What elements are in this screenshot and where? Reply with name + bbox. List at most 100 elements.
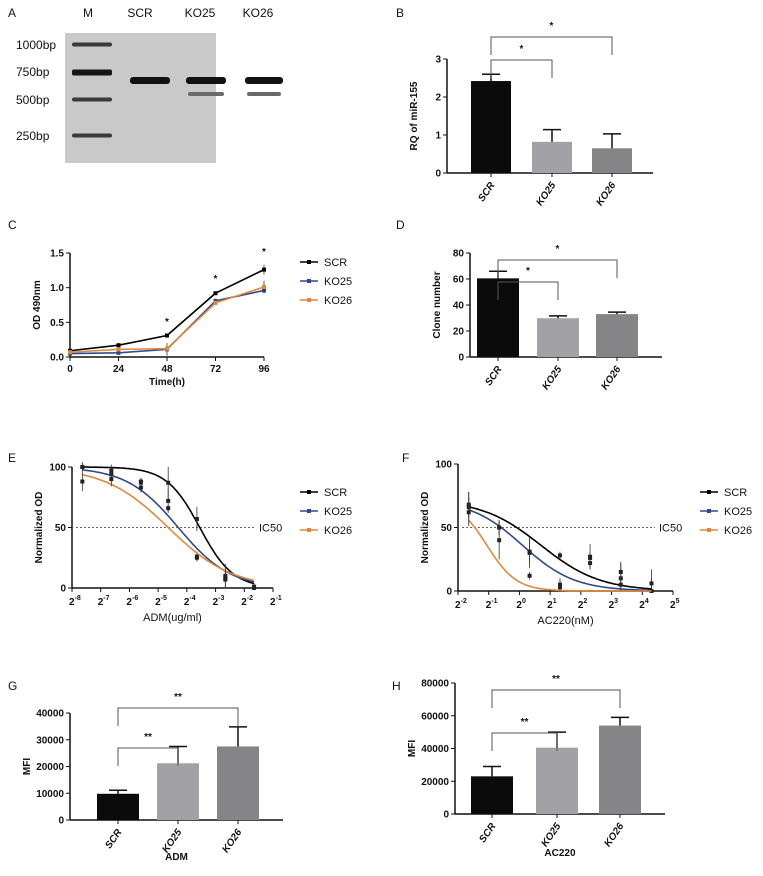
- category-label: KO25: [540, 364, 564, 392]
- x-tick-label: 21: [547, 598, 557, 611]
- fit-curve-scr: [468, 506, 652, 590]
- x-tick-label: 2-3: [213, 595, 225, 608]
- legend-marker: [307, 528, 311, 532]
- panel-label: G: [8, 679, 17, 693]
- y-tick-label: 0: [435, 169, 441, 180]
- panel-label: E: [8, 451, 16, 465]
- significance-label: *: [214, 274, 218, 285]
- panel-h: H 0 20000 40000 60000 80000 MFI SCR KO25 KO26 ** **…: [392, 674, 665, 859]
- y-tick-label: 10000: [36, 789, 64, 800]
- ic50-label: IC50: [659, 523, 682, 535]
- x-tick-label: 72: [210, 364, 222, 375]
- data-point: [194, 517, 199, 522]
- y-tick-label: 0.5: [50, 318, 64, 329]
- ic50-label: IC50: [259, 523, 282, 535]
- tick-base: 2: [213, 597, 219, 608]
- tick-base: 2: [270, 597, 276, 608]
- panel-label: A: [8, 6, 16, 20]
- significance-label: **: [552, 674, 560, 685]
- bar-ko26: [217, 746, 259, 820]
- sample-band-lower: [247, 92, 281, 96]
- sample-band-main: [130, 77, 170, 84]
- data-point: [527, 549, 532, 554]
- data-point: [165, 333, 169, 338]
- legend-marker: [307, 509, 311, 513]
- tick-base: 2: [241, 597, 247, 608]
- data-point: [109, 477, 114, 482]
- significance-label: *: [262, 247, 266, 258]
- tick-base: 2: [639, 600, 645, 611]
- x-tick-label: 25: [670, 598, 680, 611]
- panel-label: B: [396, 6, 404, 20]
- y-tick-label: 0: [58, 816, 64, 827]
- legend-marker: [307, 260, 311, 264]
- data-point: [588, 554, 593, 559]
- legend-label: KO25: [324, 506, 352, 518]
- y-axis-label: OD 490nm: [32, 280, 43, 330]
- y-tick-label: 0.0: [50, 353, 64, 364]
- sample-band-main: [245, 77, 283, 84]
- tick-base: 2: [455, 600, 461, 611]
- panel-c: C 0.0 0.5 1.0 1.5 OD 490nm 0 24 48 72 96 Time(h) * * *…: [8, 218, 352, 388]
- data-point: [116, 347, 121, 352]
- data-point: [557, 582, 562, 587]
- legend-marker: [707, 528, 711, 532]
- data-point: [497, 538, 502, 543]
- y-axis-label: Clone number: [432, 271, 443, 338]
- legend-label: KO25: [724, 506, 752, 518]
- legend-label: KO26: [724, 525, 752, 537]
- tick-base: 2: [486, 600, 492, 611]
- ladder-band: [72, 133, 112, 138]
- x-axis-label: AC220(nM): [537, 615, 593, 627]
- significance-bracket: [490, 59, 553, 78]
- significance-label: *: [526, 266, 530, 277]
- x-tick-label: 48: [161, 364, 173, 375]
- y-tick-label: 40000: [421, 744, 449, 755]
- x-tick-label: 96: [258, 364, 270, 375]
- significance-label: **: [174, 692, 182, 703]
- data-point: [138, 485, 143, 490]
- tick-exponent: -2: [247, 595, 253, 602]
- x-axis-label: ADM(ug/ml): [143, 612, 202, 624]
- lane-label: KO26: [243, 6, 274, 20]
- x-tick-label: 2-5: [155, 595, 167, 608]
- data-point: [116, 350, 121, 355]
- ladder-label: 250bp: [16, 129, 50, 143]
- significance-label: *: [556, 244, 560, 255]
- tick-exponent: -1: [491, 598, 497, 605]
- data-point: [527, 573, 532, 578]
- y-tick-label: 2: [435, 93, 441, 104]
- significance-bracket: [117, 747, 179, 766]
- y-axis-label: Normalized OD: [420, 492, 431, 564]
- tick-base: 2: [670, 600, 676, 611]
- category-label: KO26: [602, 821, 626, 849]
- category-label: KO25: [160, 827, 184, 855]
- x-tick-label: 2-2: [455, 598, 467, 611]
- tick-exponent: 1: [553, 598, 557, 605]
- lane-label: KO25: [185, 6, 216, 20]
- x-tick-label: 2-1: [486, 598, 498, 611]
- y-tick-label: 0: [443, 810, 449, 821]
- category-label: SCR: [483, 364, 505, 388]
- legend-marker: [307, 279, 311, 283]
- data-point: [262, 284, 266, 289]
- ladder-label: 500bp: [16, 93, 50, 107]
- data-point: [497, 525, 502, 530]
- data-point: [618, 569, 623, 574]
- y-axis-label: Normalized OD: [34, 492, 45, 564]
- y-tick-label: 60000: [421, 711, 449, 722]
- y-axis-label: RQ of miR-155: [409, 81, 420, 150]
- legend-marker: [307, 490, 311, 494]
- panel-label: C: [8, 218, 17, 232]
- x-tick-label: 23: [609, 598, 619, 611]
- tick-exponent: 0: [522, 598, 526, 605]
- tick-base: 2: [98, 597, 104, 608]
- data-point: [165, 346, 169, 351]
- y-tick-label: 20000: [421, 777, 449, 788]
- data-point: [116, 343, 121, 348]
- tick-base: 2: [578, 600, 584, 611]
- significance-bracket: [497, 281, 559, 300]
- x-tick-label: 2-2: [241, 595, 253, 608]
